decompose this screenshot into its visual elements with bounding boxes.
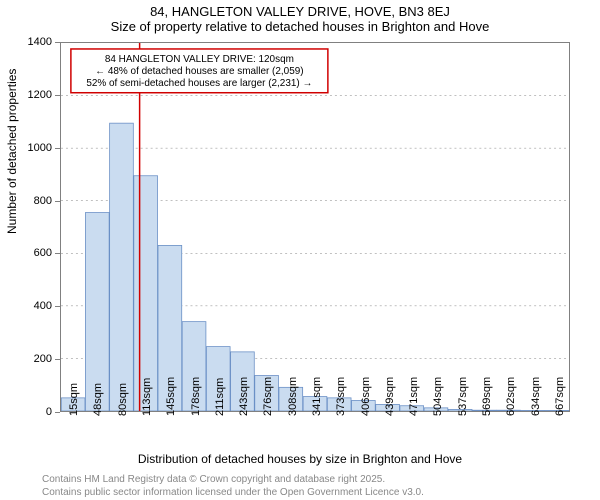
x-tick-label: 667sqm <box>554 377 558 416</box>
x-tick-label: 602sqm <box>505 377 509 416</box>
x-tick-label: 178sqm <box>190 377 194 416</box>
histogram-plot: 84 HANGLETON VALLEY DRIVE: 120sqm← 48% o… <box>60 42 570 412</box>
callout-text-line: 52% of semi-detached houses are larger (… <box>86 78 312 89</box>
y-tick-label: 600 <box>34 247 52 259</box>
y-tick-label: 200 <box>34 353 52 365</box>
x-tick-label: 308sqm <box>287 377 291 416</box>
x-tick-label: 341sqm <box>311 377 315 416</box>
x-tick-label: 569sqm <box>481 377 485 416</box>
x-tick-label: 15sqm <box>68 383 72 416</box>
y-tick-label: 800 <box>34 195 52 207</box>
x-tick-label: 373sqm <box>335 377 339 416</box>
chart-area: 0200400600800100012001400 84 HANGLETON V… <box>60 42 570 412</box>
x-tick-label: 48sqm <box>92 383 96 416</box>
x-tick-label: 504sqm <box>432 377 436 416</box>
y-tick-label: 0 <box>46 406 52 418</box>
histogram-bar <box>85 213 109 411</box>
x-tick-label: 439sqm <box>384 377 388 416</box>
x-tick-label: 634sqm <box>530 377 534 416</box>
footer-line-1: Contains HM Land Registry data © Crown c… <box>42 474 424 487</box>
chart-subtitle: Size of property relative to detached ho… <box>0 19 600 34</box>
y-tick-label: 1400 <box>28 36 52 48</box>
x-tick-label: 243sqm <box>238 377 242 416</box>
y-tick-label: 1000 <box>28 142 52 154</box>
chart-title: 84, HANGLETON VALLEY DRIVE, HOVE, BN3 8E… <box>0 4 600 19</box>
x-tick-label: 211sqm <box>214 378 218 416</box>
y-tick-label: 1200 <box>28 89 52 101</box>
x-tick-label: 113sqm <box>141 378 145 416</box>
footer-line-2: Contains public sector information licen… <box>42 487 424 500</box>
x-tick-label: 80sqm <box>117 383 121 416</box>
x-axis-label: Distribution of detached houses by size … <box>0 452 600 466</box>
x-tick-label: 406sqm <box>360 377 364 416</box>
chart-footer: Contains HM Land Registry data © Crown c… <box>42 474 424 499</box>
histogram-bar <box>134 176 158 411</box>
x-tick-label: 471sqm <box>408 377 412 416</box>
y-axis-label: Number of detached properties <box>5 69 19 234</box>
x-tick-label: 537sqm <box>457 377 461 416</box>
chart-header: 84, HANGLETON VALLEY DRIVE, HOVE, BN3 8E… <box>0 0 600 34</box>
x-tick-label: 145sqm <box>165 377 169 416</box>
callout-text-line: ← 48% of detached houses are smaller (2,… <box>95 66 303 77</box>
x-tick-label: 276sqm <box>262 377 266 416</box>
histogram-bar <box>110 123 134 411</box>
y-tick-label: 400 <box>34 300 52 312</box>
callout-text-line: 84 HANGLETON VALLEY DRIVE: 120sqm <box>105 54 294 65</box>
